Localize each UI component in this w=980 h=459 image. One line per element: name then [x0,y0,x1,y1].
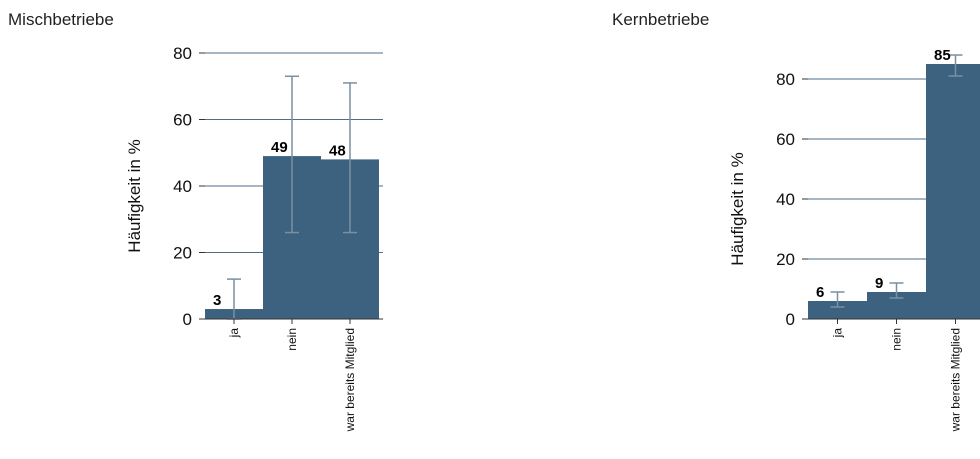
y-tick-label: 40 [776,190,795,209]
y-tick-label: 20 [776,250,795,269]
x-tick-label: war bereits Mitglied [343,328,357,432]
y-tick-label: 0 [183,310,192,329]
y-tick-label: 80 [173,44,192,63]
chart-title: Mischbetriebe [8,10,114,29]
x-tick-label: nein [890,328,904,351]
data-label: 49 [271,139,288,156]
x-tick-label: ja [227,328,241,339]
bar-chart: 0 20 40 60 80 Häufigkeit in % 3 49 48 ja nein war b… [125,44,383,432]
y-tick-label: 0 [786,310,795,329]
data-label: 48 [329,142,346,159]
x-tick-label: war bereits Mitglied [949,328,963,432]
chart-title: Kernbetriebe [612,10,710,29]
y-axis-label: Häufigkeit in % [728,152,747,265]
bar-chart: 0 20 40 60 80 Häufigkeit in % 6 9 85 ja nein war be… [728,47,980,432]
chart-panel-mischbetriebe: Mischbetriebe 0 20 40 60 80 Häufigkeit in % 3 4… [8,10,383,432]
y-tick-label: 20 [173,244,192,263]
bar-2 [926,64,980,319]
y-tick-label: 40 [173,177,192,196]
x-tick-label: ja [831,328,845,339]
bar-0 [808,301,867,319]
chart-panel-kernbetriebe: Kernbetriebe 0 20 40 60 80 Häufigkeit in % 6 9 8… [600,0,980,459]
data-label: 3 [213,292,221,309]
y-tick-label: 60 [776,130,795,149]
y-tick-label: 80 [776,70,795,89]
data-label: 9 [875,275,883,292]
x-tick-label: nein [285,328,299,351]
y-axis-label: Häufigkeit in % [125,139,144,252]
data-label: 6 [816,284,824,301]
y-tick-label: 60 [173,111,192,130]
data-label: 85 [934,47,951,64]
